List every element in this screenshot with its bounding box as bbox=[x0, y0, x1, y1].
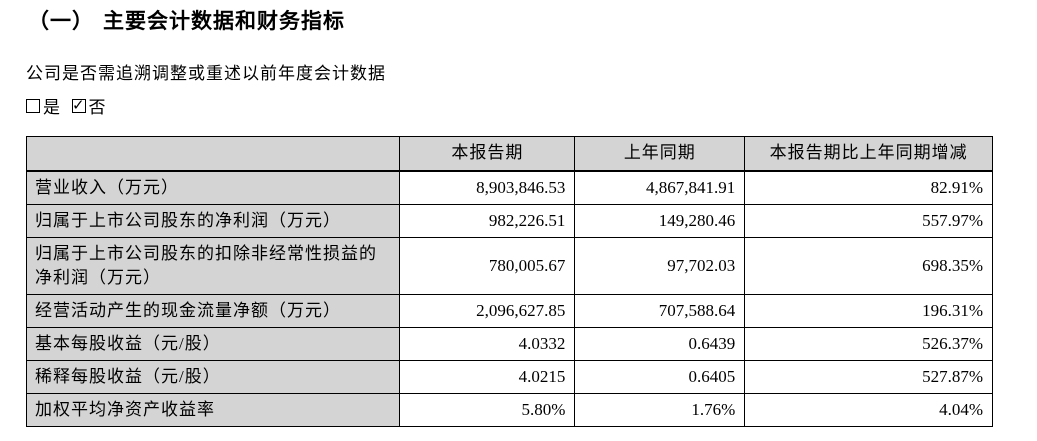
cell-change: 82.91% bbox=[744, 170, 993, 205]
cell-change: 526.37% bbox=[744, 326, 993, 361]
row-label: 稀释每股收益（元/股） bbox=[25, 359, 401, 394]
section-number: （一） bbox=[28, 9, 94, 33]
table-header-row: 本报告期 上年同期 本报告期比上年同期增减 bbox=[25, 136, 993, 172]
financial-indicators-table: 本报告期 上年同期 本报告期比上年同期增减 营业收入（万元） 8,903,846… bbox=[25, 136, 993, 427]
cell-prior: 1.76% bbox=[574, 392, 746, 427]
cell-prior: 0.6405 bbox=[574, 359, 746, 394]
table-row-net-profit: 归属于上市公司股东的净利润（万元） 982,226.51 149,280.46 … bbox=[25, 203, 993, 238]
option-no[interactable]: ✓ 否 bbox=[71, 93, 107, 118]
row-label: 基本每股收益（元/股） bbox=[25, 326, 401, 361]
cell-change: 527.87% bbox=[744, 359, 993, 394]
option-yes-label: 是 bbox=[43, 98, 61, 117]
cell-current: 982,226.51 bbox=[399, 203, 576, 238]
cell-current: 2,096,627.85 bbox=[399, 293, 576, 328]
cell-prior: 97,702.03 bbox=[574, 236, 746, 295]
cell-current: 8,903,846.53 bbox=[399, 170, 576, 205]
table-row-revenue: 营业收入（万元） 8,903,846.53 4,867,841.91 82.91… bbox=[25, 170, 993, 205]
column-header-current-period: 本报告期 bbox=[399, 136, 576, 172]
table-row-weighted-avg-roe: 加权平均净资产收益率 5.80% 1.76% 4.04% bbox=[25, 392, 993, 427]
restatement-options: 是 ✓ 否 bbox=[26, 93, 1037, 118]
column-header-change: 本报告期比上年同期增减 bbox=[744, 136, 993, 172]
cell-prior: 149,280.46 bbox=[574, 203, 746, 238]
row-label: 归属于上市公司股东的扣除非经常性损益的净利润（万元） bbox=[25, 236, 401, 295]
cell-current: 4.0332 bbox=[399, 326, 576, 361]
table-row-operating-cash-flow: 经营活动产生的现金流量净额（万元） 2,096,627.85 707,588.6… bbox=[25, 293, 993, 328]
cell-change: 557.97% bbox=[744, 203, 993, 238]
table-row-basic-eps: 基本每股收益（元/股） 4.0332 0.6439 526.37% bbox=[25, 326, 993, 361]
cell-change: 4.04% bbox=[744, 392, 993, 427]
cell-prior: 4,867,841.91 bbox=[574, 170, 746, 205]
row-label: 营业收入（万元） bbox=[25, 170, 401, 205]
cell-prior: 0.6439 bbox=[574, 326, 746, 361]
checkbox-unchecked-icon[interactable] bbox=[26, 98, 40, 113]
option-no-label: 否 bbox=[88, 98, 106, 117]
cell-change: 698.35% bbox=[744, 236, 993, 295]
column-header-prior-period: 上年同期 bbox=[574, 136, 746, 172]
check-mark-icon: ✓ bbox=[71, 95, 86, 114]
cell-prior: 707,588.64 bbox=[574, 293, 746, 328]
option-yes[interactable]: 是 bbox=[26, 93, 61, 118]
cell-current: 4.0215 bbox=[399, 359, 576, 394]
cell-current: 780,005.67 bbox=[399, 236, 576, 295]
cell-change: 196.31% bbox=[744, 293, 993, 328]
table-row-diluted-eps: 稀释每股收益（元/股） 4.0215 0.6405 527.87% bbox=[25, 359, 993, 394]
column-header-blank bbox=[25, 136, 401, 172]
row-label: 经营活动产生的现金流量净额（万元） bbox=[25, 293, 401, 328]
row-label: 加权平均净资产收益率 bbox=[25, 392, 401, 427]
cell-current: 5.80% bbox=[399, 392, 576, 427]
checkbox-checked-icon[interactable]: ✓ bbox=[71, 95, 86, 114]
section-title-text: 主要会计数据和财务指标 bbox=[103, 9, 345, 33]
restatement-question: 公司是否需追溯调整或重述以前年度会计数据 bbox=[26, 64, 386, 83]
row-label: 归属于上市公司股东的净利润（万元） bbox=[25, 203, 401, 238]
section-title: （一） 主要会计数据和财务指标 bbox=[28, 8, 1037, 34]
table-row-net-profit-excl-nonrecurring: 归属于上市公司股东的扣除非经常性损益的净利润（万元） 780,005.67 97… bbox=[25, 236, 993, 295]
